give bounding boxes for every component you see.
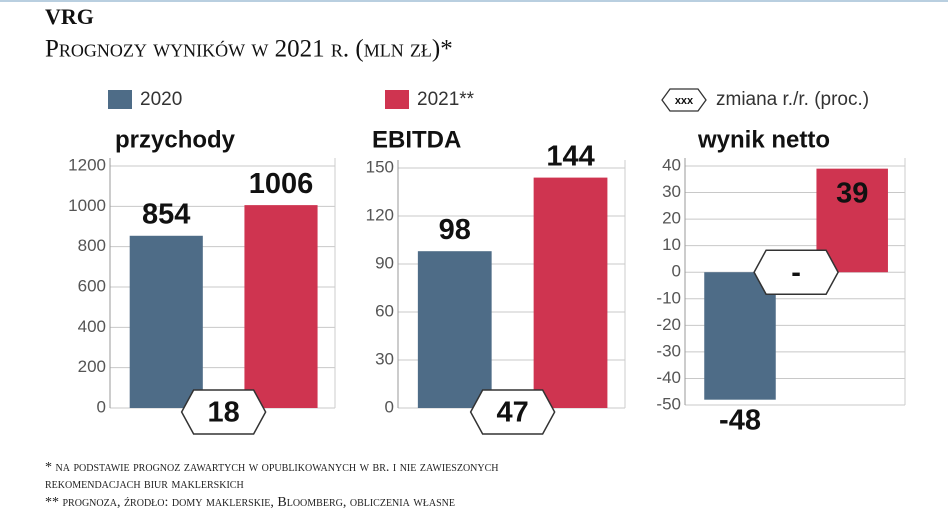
y-tick-label: 120 xyxy=(366,205,394,224)
y-tick-label: -40 xyxy=(656,368,681,387)
y-tick-label: 1000 xyxy=(68,196,106,215)
legend-swatch xyxy=(108,90,132,109)
y-tick-label: 200 xyxy=(78,357,106,376)
y-tick-label: -10 xyxy=(656,288,681,307)
y-tick-label: 1200 xyxy=(68,155,106,174)
footnote: ** prognoza, źrodło: domy maklerskie, Bl… xyxy=(45,495,455,510)
panel-title: przychody xyxy=(115,126,236,153)
value-label: 98 xyxy=(439,214,471,246)
y-tick-label: -50 xyxy=(656,394,681,413)
y-tick-label: -20 xyxy=(656,315,681,334)
y-tick-label: 400 xyxy=(78,317,106,336)
value-label: -48 xyxy=(719,404,761,436)
legend-hexagon xyxy=(661,88,707,112)
legend-label: 2021** xyxy=(417,89,475,110)
legend-hex-label: xxx xyxy=(675,95,694,107)
y-tick-label: 40 xyxy=(662,155,681,174)
panel-title: EBITDA xyxy=(372,126,461,153)
bar xyxy=(533,177,608,408)
y-tick-label: 90 xyxy=(375,253,394,272)
footnote: * na podstawie prognoz zawartych w opubl… xyxy=(45,460,499,475)
footnote: rekomendacjach biur maklerskich xyxy=(45,477,244,492)
value-label: 39 xyxy=(836,177,868,209)
y-tick-label: 0 xyxy=(672,262,681,281)
change-label: 18 xyxy=(207,397,239,429)
change-hexagon xyxy=(753,249,839,295)
panel-title: wynik netto xyxy=(697,126,830,153)
y-tick-label: 20 xyxy=(662,209,681,228)
bar xyxy=(417,251,492,408)
bar xyxy=(129,235,203,408)
value-label: 854 xyxy=(142,198,190,230)
y-tick-label: 60 xyxy=(375,301,394,320)
bar xyxy=(704,272,776,400)
subtitle: Prognozy wyników w 2021 r. (mln zł)* xyxy=(45,36,453,63)
change-hexagon xyxy=(469,389,556,435)
y-tick-label: 600 xyxy=(78,276,106,295)
value-label: 1006 xyxy=(249,168,314,200)
legend-label: zmiana r./r. (proc.) xyxy=(716,89,869,110)
y-tick-label: 30 xyxy=(662,182,681,201)
value-label: 144 xyxy=(546,140,594,172)
y-tick-label: 0 xyxy=(385,397,394,416)
change-label: 47 xyxy=(497,397,529,429)
y-tick-label: 0 xyxy=(97,397,106,416)
y-tick-label: 150 xyxy=(366,157,394,176)
y-tick-label: 30 xyxy=(375,349,394,368)
legend-label: 2020 xyxy=(140,89,182,110)
change-hexagon xyxy=(180,389,267,435)
bar xyxy=(244,205,318,408)
legend-swatch xyxy=(385,90,409,109)
y-tick-label: -30 xyxy=(656,341,681,360)
change-label: - xyxy=(791,257,801,289)
y-tick-label: 800 xyxy=(78,236,106,255)
title: VRG xyxy=(45,4,94,29)
y-tick-label: 10 xyxy=(662,235,681,254)
